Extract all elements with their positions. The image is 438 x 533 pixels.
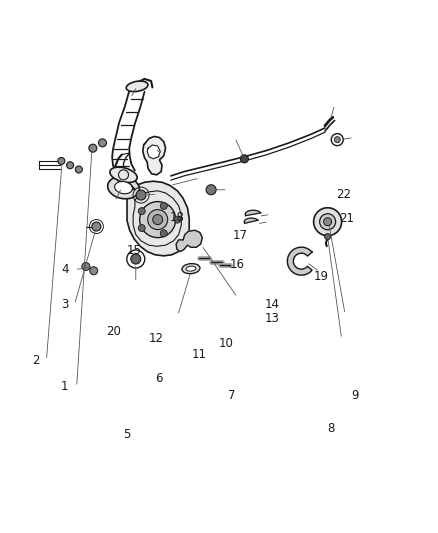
Circle shape bbox=[67, 161, 74, 169]
Text: 3: 3 bbox=[61, 298, 68, 311]
Circle shape bbox=[90, 266, 98, 275]
Circle shape bbox=[140, 201, 176, 238]
Circle shape bbox=[92, 222, 101, 231]
Circle shape bbox=[131, 254, 141, 264]
Circle shape bbox=[75, 166, 82, 173]
Polygon shape bbox=[287, 247, 312, 275]
Circle shape bbox=[320, 214, 336, 230]
Circle shape bbox=[138, 208, 145, 215]
Ellipse shape bbox=[186, 266, 196, 271]
Text: 22: 22 bbox=[336, 188, 351, 200]
Text: 19: 19 bbox=[314, 270, 329, 282]
Text: 14: 14 bbox=[265, 298, 280, 311]
Ellipse shape bbox=[126, 81, 148, 92]
Circle shape bbox=[89, 144, 97, 152]
Ellipse shape bbox=[115, 182, 132, 193]
Circle shape bbox=[240, 155, 248, 163]
Circle shape bbox=[138, 224, 145, 231]
Polygon shape bbox=[127, 181, 189, 256]
Text: 4: 4 bbox=[61, 263, 69, 276]
Circle shape bbox=[160, 230, 167, 237]
Text: 21: 21 bbox=[339, 212, 354, 225]
Text: 17: 17 bbox=[233, 229, 247, 242]
Text: 16: 16 bbox=[230, 258, 245, 271]
Circle shape bbox=[136, 190, 146, 200]
Text: 18: 18 bbox=[170, 211, 184, 224]
Ellipse shape bbox=[182, 264, 200, 273]
Text: 7: 7 bbox=[227, 389, 235, 402]
Circle shape bbox=[82, 262, 90, 271]
Text: 20: 20 bbox=[106, 325, 121, 338]
Text: 12: 12 bbox=[148, 333, 163, 345]
Ellipse shape bbox=[108, 176, 139, 199]
Circle shape bbox=[325, 233, 331, 240]
Polygon shape bbox=[176, 230, 202, 252]
Text: 9: 9 bbox=[351, 389, 359, 402]
Text: 10: 10 bbox=[219, 337, 233, 350]
Circle shape bbox=[148, 209, 168, 230]
Text: 1: 1 bbox=[61, 381, 69, 393]
Text: 8: 8 bbox=[328, 422, 335, 435]
Polygon shape bbox=[244, 218, 258, 223]
Circle shape bbox=[58, 157, 65, 165]
Circle shape bbox=[324, 217, 332, 226]
Text: 13: 13 bbox=[265, 312, 280, 325]
Circle shape bbox=[160, 203, 167, 209]
Polygon shape bbox=[245, 211, 261, 216]
Polygon shape bbox=[143, 136, 166, 175]
Polygon shape bbox=[147, 145, 160, 159]
Ellipse shape bbox=[110, 167, 137, 182]
Circle shape bbox=[99, 139, 106, 147]
Text: 6: 6 bbox=[155, 372, 162, 385]
Circle shape bbox=[153, 215, 162, 224]
Circle shape bbox=[174, 216, 181, 223]
Circle shape bbox=[206, 185, 216, 195]
Circle shape bbox=[314, 208, 342, 236]
Text: 15: 15 bbox=[127, 244, 141, 257]
Circle shape bbox=[334, 136, 340, 143]
Text: 11: 11 bbox=[191, 349, 206, 361]
Text: 5: 5 bbox=[124, 429, 131, 441]
Text: 2: 2 bbox=[32, 354, 40, 367]
